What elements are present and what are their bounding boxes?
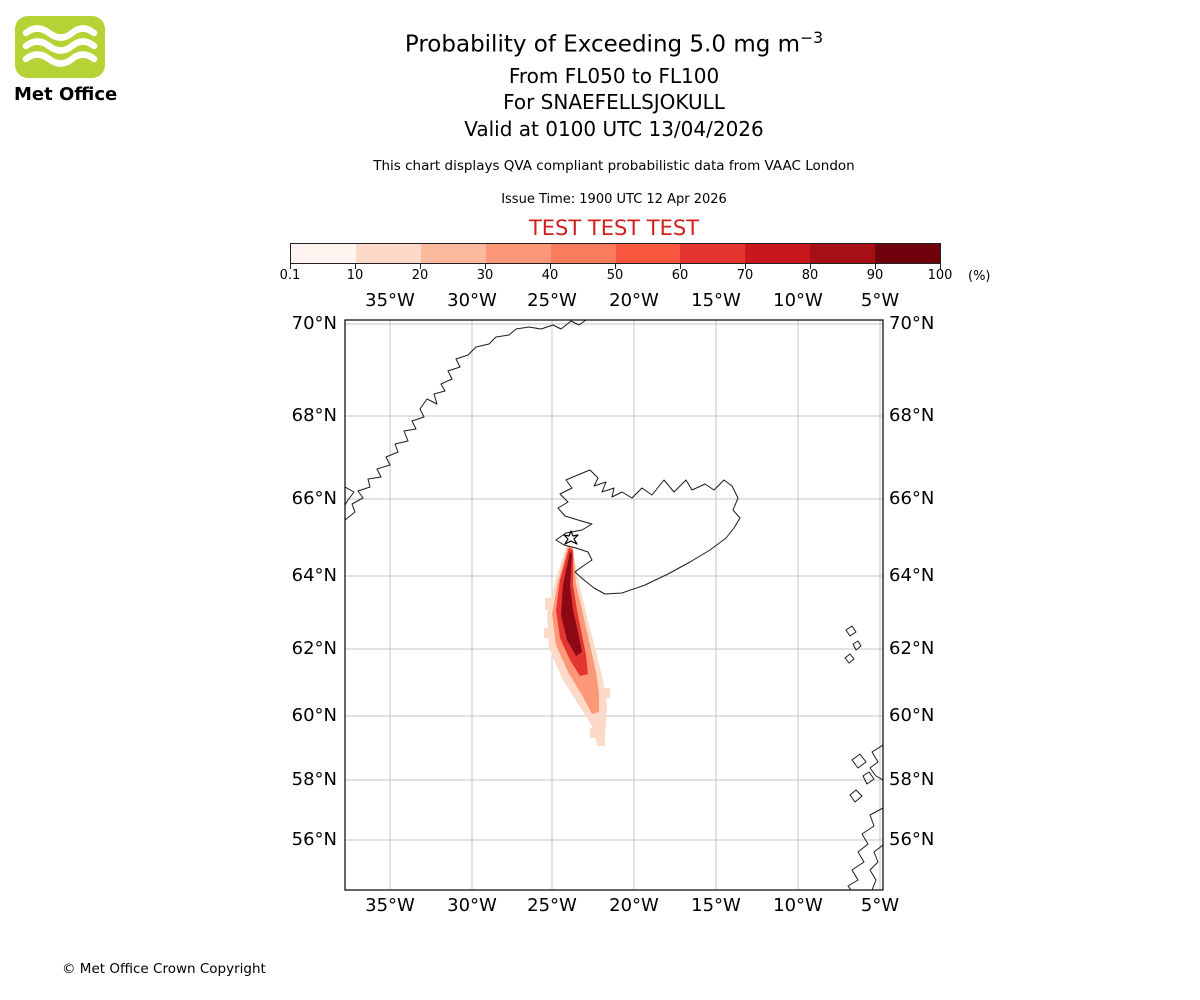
coastline-scotland-mainland	[847, 807, 883, 890]
lat-label-left: 60°N	[291, 705, 337, 726]
coastline-greenland-fragment	[345, 486, 355, 506]
met-office-logo	[15, 16, 105, 78]
legend-tick-mark	[485, 264, 486, 269]
issue-time: Issue Time: 1900 UTC 12 Apr 2026	[501, 192, 727, 207]
legend-cell	[615, 244, 681, 263]
legend-tick-label: 0.1	[279, 268, 301, 283]
logo-wordmark: Met Office	[14, 84, 118, 105]
lat-label-left: 58°N	[291, 769, 337, 790]
lat-label-right: 68°N	[889, 405, 935, 426]
ash-plume	[544, 544, 610, 746]
legend-cell	[355, 244, 421, 263]
legend-tick-label: 20	[411, 268, 429, 283]
lat-label-right: 58°N	[889, 769, 935, 790]
legend-cell	[420, 244, 486, 263]
legend-tick-label: 70	[736, 268, 754, 283]
lon-label-bottom: 30°W	[447, 895, 497, 916]
legend-cell	[550, 244, 616, 263]
legend-tick-mark	[420, 264, 421, 269]
legend-tick-label: 10	[346, 268, 364, 283]
legend-tick-mark	[550, 264, 551, 269]
lat-label-right: 66°N	[889, 488, 935, 509]
test-banner: TEST TEST TEST	[528, 216, 700, 240]
lon-label-bottom: 20°W	[609, 895, 659, 916]
legend-tick-mark	[290, 264, 291, 269]
legend-tick-label: 60	[671, 268, 689, 283]
volcano-marker	[563, 530, 579, 545]
legend-cell	[680, 244, 746, 263]
plume-pixel-block	[544, 628, 552, 638]
subtitle-flight-levels: From FL050 to FL100	[508, 64, 720, 88]
lat-label-right: 60°N	[889, 705, 935, 726]
logo-waves-icon	[22, 25, 98, 67]
subtitle-volcano-name: For SNAEFELLSJOKULL	[503, 90, 725, 114]
lon-label-bottom: 10°W	[773, 895, 823, 916]
lon-label-top: 5°W	[860, 290, 900, 311]
lon-label-top: 20°W	[609, 290, 659, 311]
lon-label-top: 25°W	[527, 290, 577, 311]
lat-label-right: 70°N	[889, 313, 935, 334]
legend-tick-label: 50	[606, 268, 624, 283]
coastline-scotland-corner	[869, 844, 883, 890]
coastline-scotland-north	[869, 744, 883, 781]
legend-tick-label: 30	[476, 268, 494, 283]
legend-tick-label: 100	[927, 268, 953, 283]
legend-cell	[875, 244, 941, 263]
lon-label-top: 10°W	[773, 290, 823, 311]
coastline-iceland	[555, 469, 741, 595]
coastline-hebrides-islands	[849, 753, 875, 803]
subtitle-valid-time: Valid at 0100 UTC 13/04/2026	[464, 117, 764, 141]
lon-label-bottom: 25°W	[527, 895, 577, 916]
legend-tick-mark	[940, 264, 941, 269]
legend-cell	[485, 244, 551, 263]
legend-tick-mark	[745, 264, 746, 269]
title-superscript: −3	[800, 28, 824, 47]
lat-label-right: 56°N	[889, 829, 935, 850]
coastlines	[345, 320, 883, 890]
legend-cell	[810, 244, 876, 263]
lat-label-right: 64°N	[889, 565, 935, 586]
legend-unit-label: (%)	[968, 269, 991, 284]
lon-label-top: 15°W	[691, 290, 741, 311]
lat-label-right: 62°N	[889, 638, 935, 659]
copyright-notice: © Met Office Crown Copyright	[62, 961, 266, 977]
coastline-greenland	[345, 320, 587, 521]
legend-tick-mark	[355, 264, 356, 269]
lat-label-left: 56°N	[291, 829, 337, 850]
map-border	[344, 319, 884, 891]
legend-cell	[291, 244, 356, 263]
lon-label-bottom: 15°W	[691, 895, 741, 916]
lat-label-left: 64°N	[291, 565, 337, 586]
plume-pixel-block	[601, 688, 610, 698]
page-title-text: Probability of Exceeding 5.0 mg m	[404, 31, 801, 58]
legend-tick-mark	[615, 264, 616, 269]
lon-label-top: 30°W	[447, 290, 497, 311]
legend-tick-mark	[680, 264, 681, 269]
lat-label-left: 68°N	[291, 405, 337, 426]
legend-colorbar	[290, 243, 941, 264]
legend-tick-label: 90	[866, 268, 884, 283]
page-title: Probability of Exceeding 5.0 mg m−3	[114, 28, 1114, 58]
legend-tick-label: 80	[801, 268, 819, 283]
legend-tick-label: 40	[541, 268, 559, 283]
legend-tick-mark	[810, 264, 811, 269]
plume-pixel-block	[545, 598, 553, 610]
lat-label-left: 70°N	[291, 313, 337, 334]
lon-label-top: 35°W	[365, 290, 415, 311]
legend-cell	[745, 244, 811, 263]
coastline-faroe-islands	[844, 625, 862, 664]
lat-label-left: 66°N	[291, 488, 337, 509]
lon-label-bottom: 5°W	[860, 895, 900, 916]
chart-description: This chart displays QVA compliant probab…	[373, 158, 855, 174]
graticule-grid	[345, 320, 883, 890]
plume-layer-90pct	[561, 552, 582, 656]
legend-tick-mark	[875, 264, 876, 269]
lon-label-bottom: 35°W	[365, 895, 415, 916]
lat-label-left: 62°N	[291, 638, 337, 659]
